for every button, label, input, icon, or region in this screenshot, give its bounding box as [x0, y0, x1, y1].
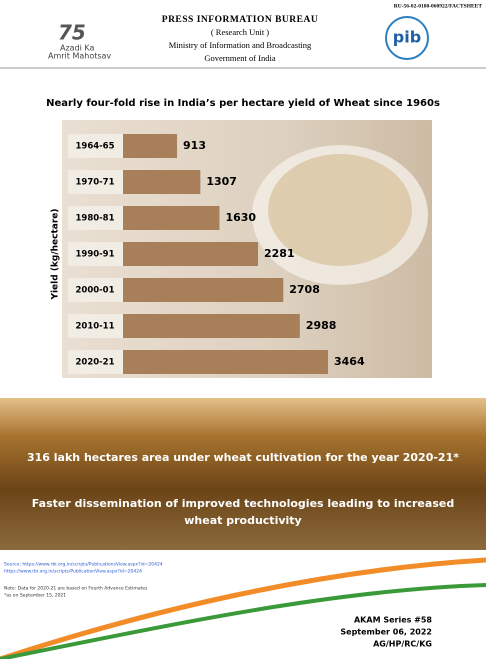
codes: AG/HP/RC/KG [373, 640, 432, 649]
bureau: PRESS INFORMATION BUREAU [162, 15, 318, 25]
bar [123, 206, 220, 230]
category-label: 1980-81 [75, 214, 114, 224]
category-box [68, 350, 123, 374]
value-label: 1630 [225, 211, 256, 224]
category-box [68, 278, 123, 302]
grain [268, 154, 412, 266]
value-label: 1307 [206, 175, 237, 188]
category-label: 1990-91 [75, 250, 114, 260]
series: AKAM Series #58 [354, 616, 432, 625]
ministry: Ministry of Information and Broadcasting [169, 40, 312, 50]
note: Note: Data for 2020-21 are based on Four… [4, 586, 148, 592]
banner-text: wheat productivity [184, 514, 301, 527]
y-axis-label: Yield (kg/hectare) [51, 208, 61, 300]
wheat-field [0, 398, 486, 550]
category-label: 2000-01 [75, 286, 114, 296]
category-box [68, 314, 123, 338]
swoosh-saffron [0, 557, 486, 659]
doc-code: RU-56-02-0180-060922/FACTSHEET [394, 3, 483, 9]
pib-logo [385, 16, 429, 60]
government: Government of India [204, 53, 276, 63]
swoosh-green [0, 583, 486, 659]
category-box [68, 242, 123, 266]
category-box [68, 206, 123, 230]
bar [123, 242, 258, 266]
category-label: 2010-11 [75, 322, 114, 332]
value-label: 2988 [306, 319, 337, 332]
bar [123, 350, 328, 374]
value-label: 2708 [289, 283, 320, 296]
category-label: 1964-65 [75, 142, 114, 152]
logo-line: Azadi Ka [60, 44, 95, 53]
source-link[interactable]: https://www.rbi.org.in/scripts/Publicati… [4, 569, 142, 575]
logo-number: 75 [58, 21, 86, 45]
bar [123, 170, 201, 194]
value-label: 2281 [264, 247, 295, 260]
bar [123, 278, 284, 302]
value-label: 3464 [334, 355, 365, 368]
category-label: 2020-21 [75, 358, 114, 368]
banner-text: Faster dissemination of improved technol… [32, 497, 454, 510]
banner-text: 316 lakh hectares area under wheat culti… [27, 451, 459, 464]
value-label: 913 [183, 139, 206, 152]
note: *as on September 15, 2021 [4, 593, 66, 599]
category-label: 1970-71 [75, 178, 114, 188]
date: September 06, 2022 [340, 628, 432, 637]
bar [123, 314, 300, 338]
unit: ( Research Unit ) [211, 27, 269, 37]
category-box [68, 134, 123, 158]
source-link[interactable]: Source: https://www.rbi.org.in/scripts/P… [4, 562, 163, 568]
logo-line: Amrit Mahotsav [48, 52, 111, 61]
chart-title: Nearly four-fold rise in India’s per hec… [46, 98, 440, 109]
category-box [68, 170, 123, 194]
pib-text: pib [393, 28, 421, 47]
bar [123, 134, 178, 158]
